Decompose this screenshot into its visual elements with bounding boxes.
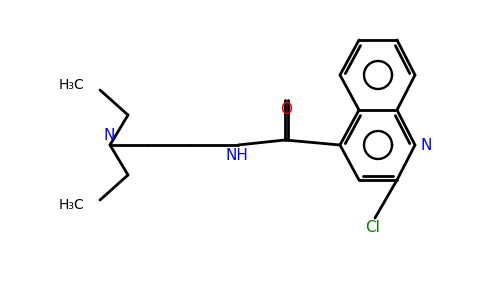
Text: NH: NH	[226, 148, 248, 164]
Text: H₃C: H₃C	[59, 78, 85, 92]
Text: O: O	[280, 101, 292, 116]
Text: Cl: Cl	[365, 220, 380, 236]
Text: N: N	[420, 137, 432, 152]
Text: H₃C: H₃C	[59, 198, 85, 212]
Text: N: N	[103, 128, 115, 143]
